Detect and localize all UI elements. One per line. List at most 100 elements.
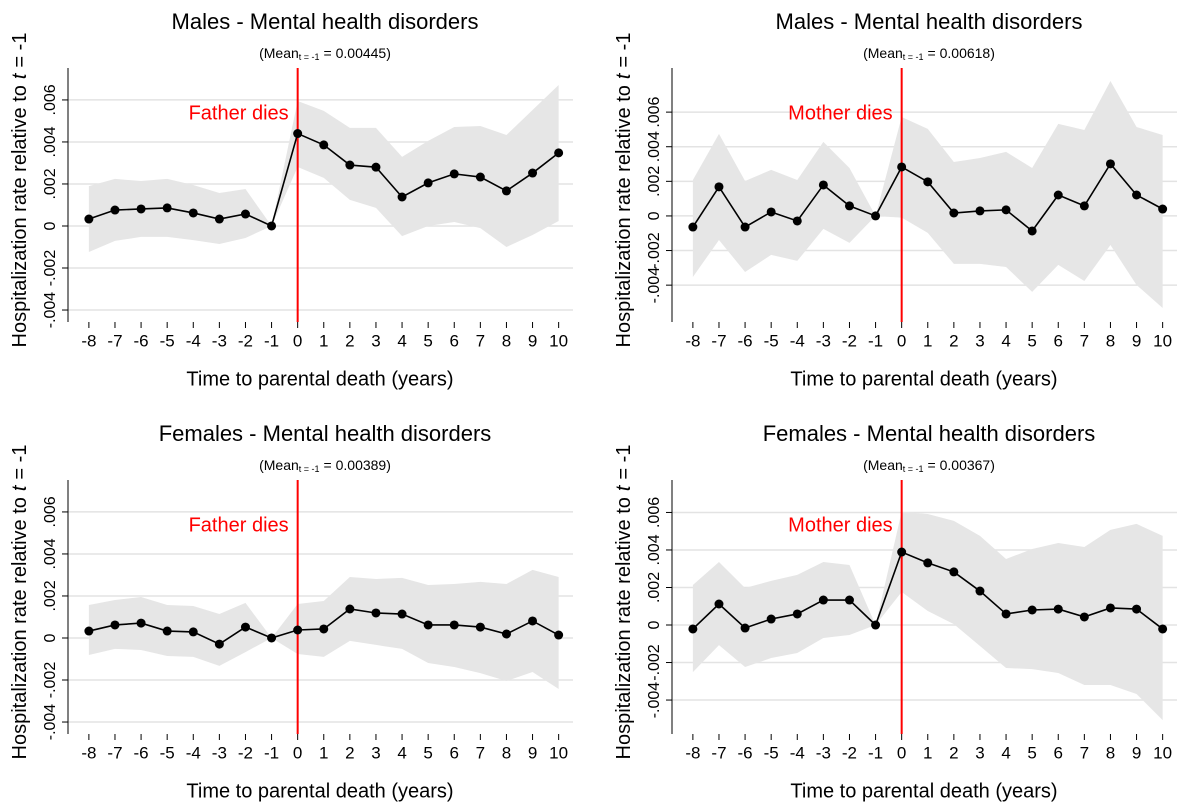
estimate-point	[240, 209, 250, 219]
x-tick-label: 0	[897, 331, 906, 350]
x-tick-label: -1	[868, 743, 883, 762]
x-tick-label: 2	[345, 331, 354, 350]
panel-subtitle: (Meant = -1 = 0.00367)	[863, 457, 995, 475]
y-tick-label: .006	[646, 96, 663, 127]
subtitle-subscript: t = -1	[299, 52, 320, 62]
x-tick-label: 1	[923, 331, 932, 350]
x-tick-label: 7	[476, 331, 485, 350]
x-tick-label: -8	[81, 743, 96, 762]
y-label-italic: t	[9, 484, 31, 491]
panel-title: Females - Mental health disorders	[763, 421, 1096, 446]
x-tick-label: 10	[1153, 743, 1172, 762]
y-label-suffix: = -1	[9, 445, 31, 480]
estimate-point	[528, 168, 538, 178]
x-tick-label: 9	[528, 743, 537, 762]
x-tick-label: -1	[868, 331, 883, 350]
y-tick-label: .004	[646, 534, 663, 565]
estimate-point	[162, 203, 172, 213]
x-tick-label: -2	[238, 331, 253, 350]
x-tick-label: -1	[264, 743, 279, 762]
subtitle-subscript: t = -1	[299, 464, 320, 474]
estimate-point	[1053, 604, 1063, 614]
event-annotation: Father dies	[189, 514, 289, 536]
y-label-italic: t	[613, 72, 635, 79]
x-tick-label: 0	[293, 743, 302, 762]
estimate-point	[188, 208, 198, 218]
estimate-point	[84, 626, 94, 636]
estimate-point	[766, 614, 776, 624]
estimate-point	[818, 595, 828, 605]
estimate-point	[1105, 159, 1115, 169]
estimate-point	[319, 624, 329, 634]
x-axis-label: Time to parental death (years)	[790, 780, 1057, 802]
x-tick-label: 3	[975, 331, 984, 350]
estimate-point	[554, 630, 564, 640]
estimate-point	[162, 626, 172, 636]
estimate-point	[397, 192, 407, 202]
x-tick-label: -4	[186, 331, 201, 350]
x-tick-label: 8	[502, 743, 511, 762]
x-tick-label: -3	[816, 331, 831, 350]
y-axis-label: Hospitalization rate relative to t = -1	[613, 33, 635, 348]
x-tick-label: 2	[949, 743, 958, 762]
x-tick-label: -3	[212, 331, 227, 350]
estimate-point	[1132, 190, 1142, 200]
y-tick-label: -.002	[646, 644, 663, 681]
x-tick-label: 2	[949, 331, 958, 350]
x-tick-label: 7	[476, 743, 485, 762]
estimate-point	[923, 558, 933, 568]
estimate-point	[1027, 605, 1037, 615]
x-tick-label: 9	[528, 331, 537, 350]
subtitle-suffix: = 0.00367)	[928, 457, 995, 473]
y-tick-label: .004	[42, 538, 59, 569]
x-tick-label: 5	[423, 331, 432, 350]
x-axis-label: Time to parental death (years)	[186, 780, 453, 802]
estimate-point	[501, 186, 511, 196]
panel: Females - Mental health disorders (Meant …	[613, 421, 1177, 802]
estimate-point	[1079, 201, 1089, 211]
x-tick-label: -5	[764, 331, 779, 350]
estimate-point	[449, 169, 459, 179]
x-tick-label: 4	[397, 743, 406, 762]
y-label-text: Hospitalization rate relative to	[9, 85, 31, 347]
x-tick-label: -1	[264, 331, 279, 350]
x-axis-label: Time to parental death (years)	[186, 368, 453, 390]
estimate-point	[1105, 603, 1115, 613]
x-tick-label: 6	[450, 331, 459, 350]
x-tick-label: -3	[816, 743, 831, 762]
event-annotation: Mother dies	[788, 514, 893, 536]
x-tick-label: -6	[738, 331, 753, 350]
estimate-point	[923, 177, 933, 187]
estimate-point	[740, 222, 750, 232]
estimate-point	[501, 629, 511, 639]
y-tick-label: .004	[42, 126, 59, 157]
estimate-point	[871, 620, 881, 630]
event-annotation: Father dies	[189, 102, 289, 124]
y-tick-label: 0	[42, 633, 59, 642]
estimate-point	[740, 623, 750, 633]
x-tick-label: 7	[1080, 331, 1089, 350]
y-tick-label: -.002	[42, 250, 59, 287]
y-axis-label: Hospitalization rate relative to t = -1	[9, 33, 31, 348]
subtitle-suffix: = 0.00618)	[928, 45, 995, 61]
x-tick-label: 8	[502, 331, 511, 350]
x-tick-label: 6	[450, 743, 459, 762]
x-tick-label: 1	[319, 743, 328, 762]
estimate-point	[1001, 609, 1011, 619]
x-tick-label: -8	[81, 331, 96, 350]
x-tick-label: -2	[842, 331, 857, 350]
estimate-point	[897, 162, 907, 172]
panel: Males - Mental health disorders(Meant = …	[613, 9, 1177, 390]
estimate-point	[293, 625, 303, 635]
x-tick-label: 8	[1106, 743, 1115, 762]
estimate-point	[688, 222, 698, 232]
estimate-point	[844, 201, 854, 211]
estimate-point	[423, 178, 433, 188]
estimate-point	[423, 620, 433, 630]
estimate-point	[267, 633, 277, 643]
estimate-point	[214, 639, 224, 649]
estimate-point	[1001, 205, 1011, 215]
y-tick-label: 0	[646, 620, 663, 629]
estimate-point	[240, 622, 250, 632]
estimate-point	[818, 180, 828, 190]
